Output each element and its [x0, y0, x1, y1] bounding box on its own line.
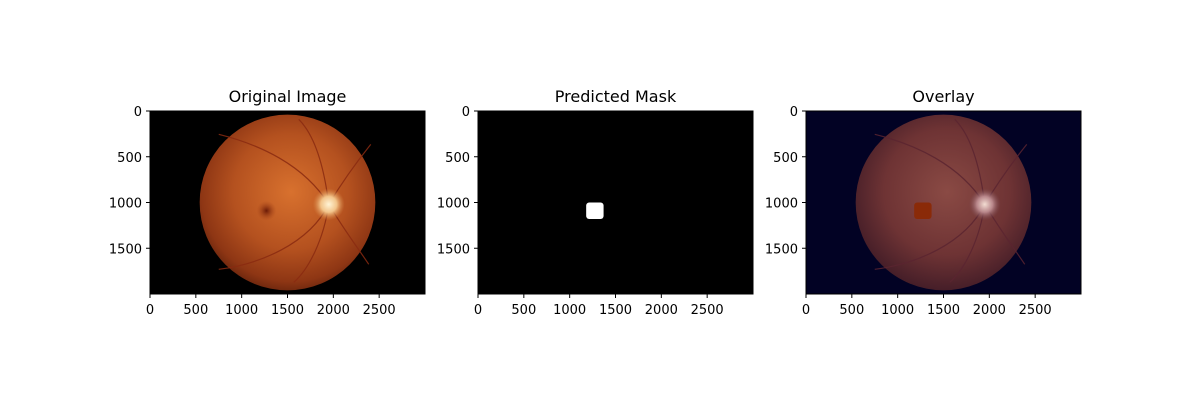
y-axis: 0 500 1000 1500 — [109, 105, 150, 257]
y-tick-label: 1500 — [109, 242, 142, 257]
x-axis: 0 500 1000 1500 2000 2500 — [802, 294, 1052, 318]
y-tick-label: 0 — [790, 105, 798, 120]
retina-disc — [855, 114, 1032, 291]
x-tick-label: 2000 — [645, 303, 678, 318]
x-tick-label: 1000 — [881, 303, 914, 318]
x-tick-label: 1500 — [599, 303, 632, 318]
x-tick-label: 1000 — [553, 303, 586, 318]
y-tick-label: 500 — [445, 151, 470, 166]
y-tick-label: 1500 — [765, 242, 798, 257]
x-tick-label: 0 — [474, 303, 482, 318]
x-tick-label: 2500 — [1019, 303, 1052, 318]
y-tick-label: 1000 — [437, 197, 470, 212]
fovea — [256, 200, 277, 221]
x-tick-label: 1500 — [927, 303, 960, 318]
x-axis: 0 500 1000 1500 2000 2500 — [146, 294, 396, 318]
x-tick-label: 0 — [146, 303, 154, 318]
x-axis: 0 500 1000 1500 2000 2500 — [474, 294, 724, 318]
image-original — [150, 111, 425, 294]
y-tick-label: 500 — [773, 151, 798, 166]
panel-overlay: Overlay 0 500 1000 1500 2000 2500 0 500 1000 150… — [765, 87, 1082, 318]
image-overlay — [806, 111, 1081, 294]
x-tick-label: 2500 — [691, 303, 724, 318]
x-tick-label: 500 — [839, 303, 864, 318]
y-tick-label: 0 — [134, 105, 142, 120]
x-tick-label: 1000 — [225, 303, 258, 318]
x-tick-label: 2000 — [973, 303, 1006, 318]
x-tick-label: 0 — [802, 303, 810, 318]
retina-disc — [199, 114, 376, 291]
panel-title: Overlay — [912, 87, 974, 106]
y-axis: 0 500 1000 1500 — [765, 105, 806, 257]
y-tick-label: 0 — [462, 105, 470, 120]
y-tick-label: 500 — [117, 151, 142, 166]
x-tick-label: 500 — [511, 303, 536, 318]
mask-region — [586, 202, 604, 219]
x-tick-label: 1500 — [271, 303, 304, 318]
mask-region — [914, 202, 932, 219]
y-tick-label: 1500 — [437, 242, 470, 257]
x-tick-label: 2000 — [317, 303, 350, 318]
y-axis: 0 500 1000 1500 — [437, 105, 478, 257]
x-tick-label: 2500 — [363, 303, 396, 318]
image-predicted-mask — [478, 111, 753, 294]
panel-original-image: Original Image 0 500 1000 1500 2000 2500 0 500… — [109, 87, 426, 318]
panel-title: Predicted Mask — [555, 87, 677, 106]
optic-disc — [968, 188, 1001, 221]
image-background — [478, 111, 753, 294]
panel-predicted-mask: Predicted Mask 0 500 1000 1500 2000 2500 0 500… — [437, 87, 754, 318]
panel-title: Original Image — [229, 87, 347, 106]
optic-disc — [312, 188, 345, 221]
y-tick-label: 1000 — [109, 197, 142, 212]
y-tick-label: 1000 — [765, 197, 798, 212]
x-tick-label: 500 — [183, 303, 208, 318]
